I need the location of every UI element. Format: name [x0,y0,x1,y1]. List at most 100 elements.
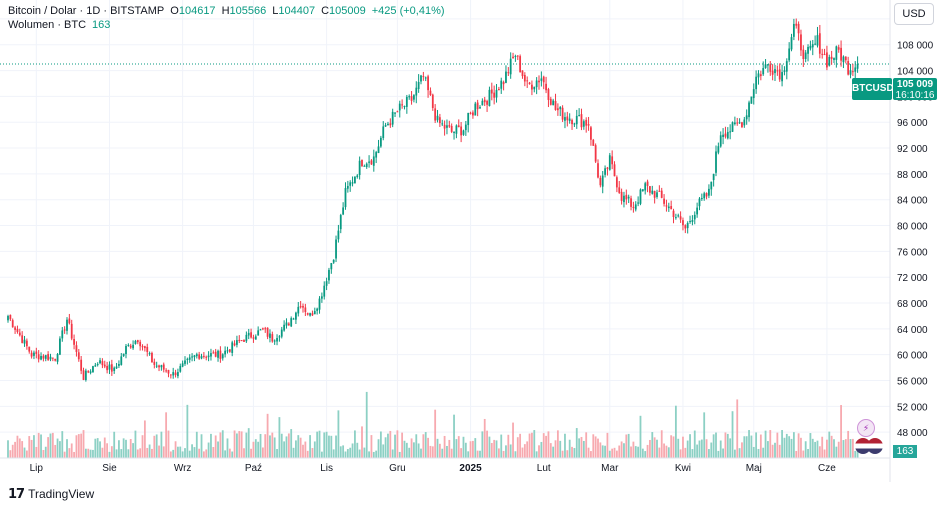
volume-bar [601,445,604,458]
candle-body [767,64,769,66]
volume-bar [764,430,767,458]
volume-bar [627,433,630,458]
tradingview-logo-icon: 𝟭𝟳 [8,486,25,501]
volume-bar [332,449,335,458]
volume-bar [186,404,189,458]
volume-bar [457,436,460,458]
volume-bar [250,448,252,458]
volume-bar [259,433,262,458]
volume-bar [44,446,47,458]
candle-body [75,345,78,352]
candle-body [743,119,746,126]
volume-bar [358,449,361,458]
lightning-icon[interactable]: ⚡ [857,419,875,437]
volume-bar [181,451,184,458]
price-tick-label: 56 000 [897,377,928,388]
volume-bar [84,448,87,458]
volume-bar [200,434,203,458]
volume-bar [413,442,415,458]
volume-bar [804,441,807,458]
volume-bar [188,450,191,458]
volume-bar [729,438,732,458]
candle-body [89,371,92,373]
volume-bar [110,446,113,458]
volume-bar [519,433,522,458]
symbol-title[interactable]: Bitcoin / Dolar · 1D · BITSTAMP [8,5,165,17]
candle-body [623,195,625,203]
volume-bar [323,432,326,458]
candle-body [677,215,680,217]
candle-body [667,206,670,209]
candle-body [844,56,847,61]
time-tick-label: Mar [601,463,619,474]
candle-body [389,123,392,126]
volume-bar [106,443,109,458]
candle-body [59,338,61,355]
volume-bar [9,450,12,458]
volume-bar [127,449,130,458]
volume-bar [217,441,219,458]
volume-bar [35,446,38,458]
candle-body [705,192,708,197]
volume-bar [21,441,24,458]
volume-bar [460,448,463,458]
volume-bar [431,446,434,458]
candle-body [363,165,366,167]
candle-body [741,122,743,128]
volume-bar [528,433,531,458]
volume-bar [731,411,734,458]
last-price-value: 105 009 [896,79,934,90]
volume-bar [205,449,208,458]
candle-body [101,361,104,366]
volume-bar [741,442,743,458]
candle-body [585,119,588,126]
candle-body [722,134,724,137]
candle-body [821,53,824,55]
candle-body [660,190,663,198]
candle-body [21,335,24,343]
candle-body [179,366,182,372]
volume-bar [490,442,493,458]
volume-bar [427,437,429,458]
candle-body [561,107,564,120]
volume-bar [16,435,19,458]
volume-bar [233,430,236,458]
candle-body [134,340,137,344]
volume-bar [674,405,677,458]
candle-body [401,104,404,106]
candle-body [413,95,415,100]
candle-body [637,202,640,204]
volume-bar [339,446,342,458]
volume-bar [370,435,373,458]
volume-label[interactable]: Wolumen · BTC [8,19,87,31]
currency-button[interactable]: USD [894,3,934,25]
volume-bar [37,432,40,458]
candle-body [781,72,783,82]
volume-bar [618,445,621,458]
candle-body [464,124,467,131]
us-flag-icon[interactable] [867,438,883,454]
candle-body [66,319,68,331]
volume-bar [7,440,9,458]
volume-bar [313,441,316,458]
candle-body [240,340,243,342]
candle-body [580,114,583,128]
volume-bar [486,430,488,458]
volume-bar [167,430,170,458]
volume-bar [120,449,123,458]
volume-bar [493,439,496,458]
price-tick-label: 64 000 [897,325,928,336]
candle-body [696,207,699,215]
candle-body [113,367,116,371]
candle-body [92,366,94,373]
candle-body [226,350,229,352]
volume-bar [304,441,307,458]
tradingview-logo[interactable]: 𝟭𝟳 TradingView [8,486,94,502]
volume-bar [597,438,599,458]
volume-bar [40,434,42,458]
volume-bar [561,450,564,458]
volume-bar [66,439,68,458]
candle-body [344,188,347,208]
candle-body [505,71,507,83]
